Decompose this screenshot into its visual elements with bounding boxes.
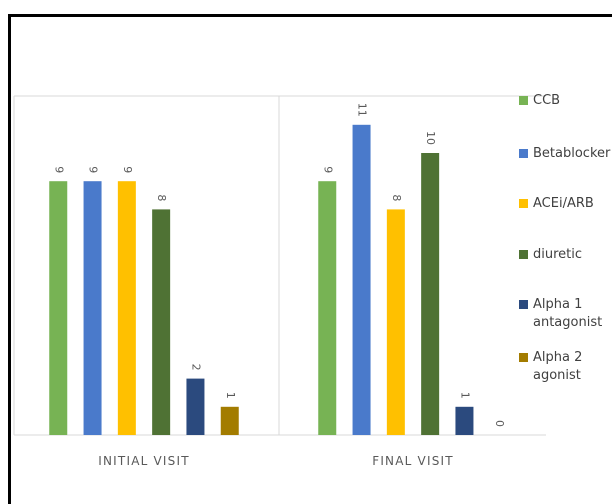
bar-betablocker-initial-visit	[83, 181, 102, 435]
data-label: 11	[356, 103, 369, 117]
data-label: 9	[321, 166, 334, 173]
legend-label: Alpha 1 antagonist	[533, 297, 603, 330]
legend-item: Alpha 1 antagonist	[519, 296, 612, 332]
data-label: 10	[424, 131, 437, 145]
legend-label: ACEi/ARB	[533, 196, 594, 211]
data-label: 8	[155, 194, 168, 201]
data-label: 1	[458, 392, 471, 399]
legend-label: Alpha 2 agonist	[533, 350, 583, 383]
legend-item: Alpha 2 agonist	[519, 349, 612, 385]
legend-label: Betablocker	[533, 146, 611, 161]
legend-swatch	[519, 353, 528, 362]
bar-acei-arb-initial-visit	[117, 181, 136, 435]
data-label: 0	[493, 420, 506, 427]
bar-diuretic-final-visit	[421, 153, 440, 435]
bar-ccb-initial-visit	[49, 181, 68, 435]
legend-swatch	[519, 149, 528, 158]
category-label: INITIAL VISIT	[98, 454, 189, 468]
bar-alpha-2-agonist-initial-visit	[220, 406, 239, 435]
data-label: 8	[390, 194, 403, 201]
bar-acei-arb-final-visit	[386, 209, 405, 435]
data-label: 9	[121, 166, 134, 173]
data-label: 1	[224, 392, 237, 399]
legend-item: Betablocker	[519, 145, 612, 163]
category-labels-group: INITIAL VISIT FINAL VISIT	[98, 454, 454, 468]
category-label: FINAL VISIT	[372, 454, 454, 468]
legend-item: diuretic	[519, 246, 612, 264]
chart-frame	[8, 14, 612, 504]
data-label: 2	[189, 364, 202, 371]
legend-item: CCB	[519, 92, 612, 110]
data-label: 9	[87, 166, 100, 173]
data-label: 9	[52, 166, 65, 173]
bar-ccb-final-visit	[318, 181, 337, 435]
legend-label: diuretic	[533, 247, 583, 262]
bars-group	[49, 124, 474, 436]
legend-swatch	[519, 199, 528, 208]
legend-item: ACEi/ARB	[519, 195, 612, 213]
bar-diuretic-initial-visit	[152, 209, 171, 435]
legend-swatch	[519, 300, 528, 309]
bar-betablocker-final-visit	[352, 124, 371, 436]
bar-alpha-1-antagonist-initial-visit	[186, 378, 205, 435]
legend-swatch	[519, 250, 528, 259]
legend-swatch	[519, 96, 528, 105]
bar-alpha-1-antagonist-final-visit	[455, 406, 474, 435]
legend-label: CCB	[533, 93, 561, 108]
